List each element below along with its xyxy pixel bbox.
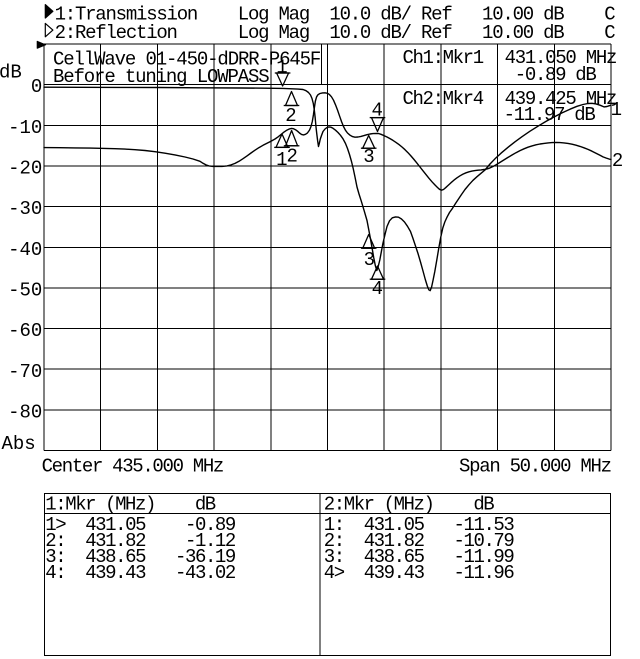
svg-text:3: 438.65 -11.99: 3: 438.65 -11.99 [324,546,515,568]
svg-text:1: 1 [611,99,622,121]
svg-text:2: 431.82 -1.12: 2: 431.82 -1.12 [45,530,236,552]
svg-text:-10: -10 [8,117,42,139]
svg-text:2: 2 [286,145,297,167]
svg-text:439.425 MHz: 439.425 MHz [505,88,618,110]
svg-text:2:Reflection Log Mag 10.: 2:Reflection Log Mag 10.0 dB/ Ref 10.00 … [55,22,616,44]
svg-text:1: 431.05 -11.53: 1: 431.05 -11.53 [324,514,515,536]
svg-text:Before tuning LOWPASS: Before tuning LOWPASS [53,66,270,88]
svg-text:1> 431.05 -0.89: 1> 431.05 -0.89 [45,514,236,536]
svg-text:-60: -60 [8,320,42,342]
svg-text:-30: -30 [8,198,42,220]
svg-text:1: 1 [276,57,287,79]
svg-text:2:Mkr (MHz) dB: 2:Mkr (MHz) dB [324,494,495,516]
svg-text:-20: -20 [8,158,42,180]
svg-text:Abs: Abs [2,433,36,455]
svg-text:-40: -40 [8,239,42,261]
svg-text:2: 2 [285,105,296,127]
svg-text:Center 435.000 MHz: Center 435.000 MHz [42,456,225,478]
svg-text:2: 431.82 -10.79: 2: 431.82 -10.79 [324,530,515,552]
svg-text:CellWave 01-450-dDRR-P645F: CellWave 01-450-dDRR-P645F [53,48,321,70]
svg-text:-70: -70 [8,361,42,383]
svg-text:431.050 MHz: 431.050 MHz [505,47,618,69]
svg-text:4: 4 [372,278,383,300]
svg-text:1:Transmission Log Mag 10.: 1:Transmission Log Mag 10.0 dB/ Ref 10.0… [55,3,616,25]
svg-text:1:Mkr (MHz) dB: 1:Mkr (MHz) dB [45,494,216,516]
svg-text:2: 2 [612,150,623,172]
svg-text:3: 3 [363,146,374,168]
svg-text:dB: dB [0,61,22,83]
svg-text:Ch2:Mkr4: Ch2:Mkr4 [403,88,485,110]
svg-text:3: 438.65 -36.19: 3: 438.65 -36.19 [45,546,236,568]
svg-text:-0.89 dB: -0.89 dB [515,64,597,86]
svg-text:4: 439.43 -43.02: 4: 439.43 -43.02 [45,562,236,584]
svg-text:-80: -80 [8,402,42,424]
svg-text:-11.97 dB: -11.97 dB [504,104,596,126]
svg-text:0: 0 [31,76,42,98]
svg-text:3: 3 [364,249,375,271]
svg-text:1: 1 [276,149,287,171]
svg-text:4> 439.43 -11.96: 4> 439.43 -11.96 [324,562,515,584]
svg-text:Ch1:Mkr1: Ch1:Mkr1 [403,47,485,69]
svg-text:4: 4 [371,100,382,122]
svg-text:Span 50.000 MHz: Span 50.000 MHz [459,456,612,478]
svg-text:-50: -50 [8,280,42,302]
